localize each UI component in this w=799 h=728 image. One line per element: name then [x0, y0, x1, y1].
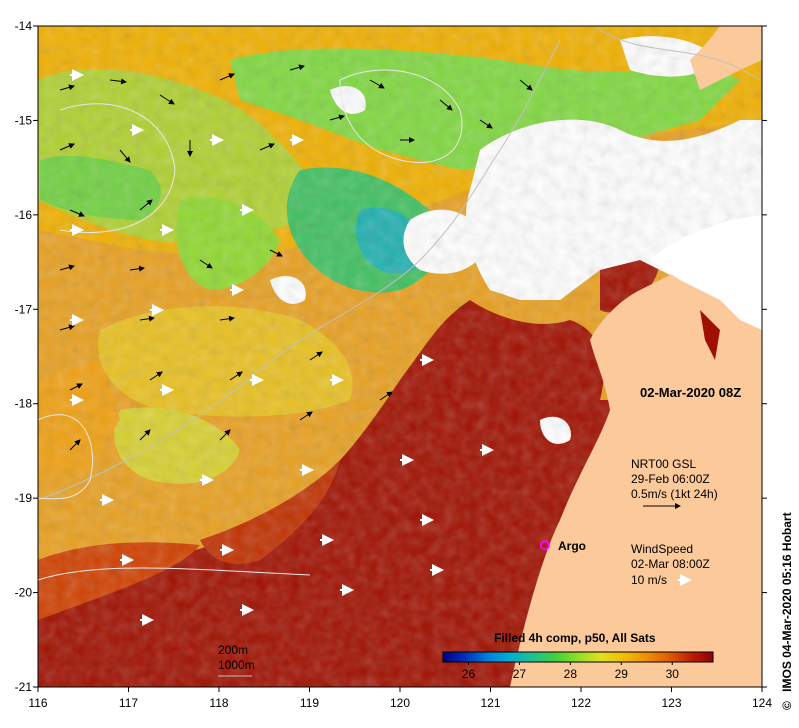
wind-legend-time: 02-Mar 08:00Z — [631, 557, 710, 571]
bathymetry-200m-label: 200m — [218, 643, 248, 657]
wind-legend-scale: 10 m/s — [631, 573, 667, 587]
colorbar: Filled 4h comp, p50, All Sats 26 27 28 29 30 — [442, 631, 714, 681]
y-tick-label: -14 — [15, 19, 33, 33]
bathymetry-legend: 200m 1000m — [218, 643, 255, 677]
y-tick-label: -16 — [15, 208, 33, 222]
x-tick-label: 120 — [390, 696, 410, 710]
svg-text:© IMOS 04-Mar-2020 05:16: © IMOS 04-Mar-2020 05:16 Hobart — [780, 512, 794, 710]
current-legend-source: NRT00 GSL — [631, 457, 696, 471]
copyright-symbol: © — [780, 701, 794, 710]
y-tick-label: -20 — [15, 586, 33, 600]
colorbar-tick-label: 28 — [564, 667, 578, 681]
colorbar-tick-label: 30 — [666, 667, 680, 681]
argo-label: Argo — [558, 539, 586, 553]
land-hot-patch — [700, 310, 720, 360]
current-legend: NRT00 GSL 29-Feb 06:00Z 0.5m/s (1kt 24h) — [631, 457, 718, 509]
wind-vectors — [70, 69, 494, 626]
argo-marker[interactable] — [539, 540, 550, 551]
colorbar-gradient — [442, 651, 714, 663]
x-tick-label: 124 — [752, 696, 772, 710]
cloud-over-land — [650, 215, 762, 330]
colorbar-ticks: 26 27 28 29 30 — [462, 662, 679, 681]
y-tick-label: -17 — [15, 302, 33, 316]
colorbar-tick-label: 26 — [462, 667, 476, 681]
y-tick-label: -15 — [15, 113, 33, 127]
x-axis: 116 117 118 119 120 121 122 123 124 — [28, 687, 772, 710]
x-tick-label: 122 — [571, 696, 591, 710]
x-tick-label: 121 — [480, 696, 500, 710]
colorbar-tick-label: 27 — [513, 667, 527, 681]
colorbar-title: Filled 4h comp, p50, All Sats — [494, 631, 656, 645]
date-label: 02-Mar-2020 08Z — [640, 385, 741, 400]
current-legend-time: 29-Feb 06:00Z — [631, 472, 710, 486]
y-tick-label: -21 — [15, 680, 33, 694]
credit-block: © IMOS 04-Mar-2020 05:16 Hobart — [780, 512, 794, 710]
bathymetry-contours — [38, 29, 761, 581]
current-vectors — [59, 64, 533, 451]
x-tick-label: 119 — [300, 696, 319, 710]
x-tick-label: 123 — [661, 696, 681, 710]
wind-legend-title: WindSpeed — [631, 542, 693, 556]
y-tick-label: -19 — [15, 491, 33, 505]
wind-legend: WindSpeed 02-Mar 08:00Z 10 m/s — [631, 542, 710, 587]
y-tick-label: -18 — [15, 397, 33, 411]
x-tick-label: 116 — [28, 696, 47, 710]
current-legend-scale: 0.5m/s (1kt 24h) — [631, 487, 718, 501]
credit-text: IMOS 04-Mar-2020 05:16 Hobart — [780, 512, 794, 691]
y-axis: -14 -15 -16 -17 -18 -19 -20 -21 — [15, 19, 767, 694]
plot-area — [38, 26, 762, 687]
x-tick-label: 118 — [209, 696, 228, 710]
colorbar-tick-label: 29 — [615, 667, 629, 681]
bathymetry-1000m-label: 1000m — [218, 658, 255, 672]
land-mass — [510, 26, 762, 687]
x-tick-label: 117 — [119, 696, 138, 710]
